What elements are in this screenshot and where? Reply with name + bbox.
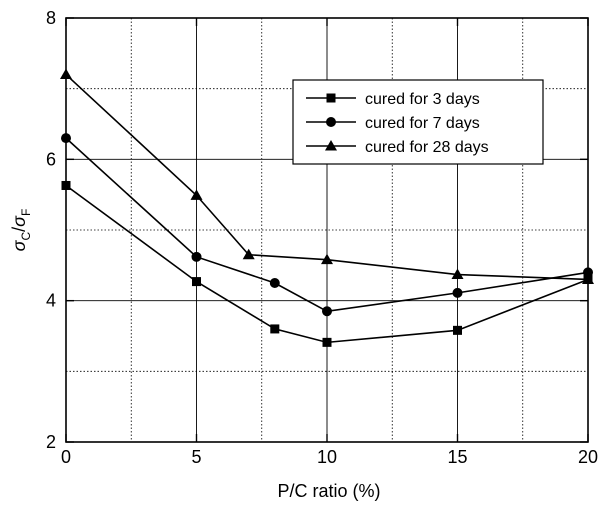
legend-label: cured for 28 days [365,139,489,156]
series-line [65,184,589,344]
y-tick-label: 8 [46,8,56,28]
x-tick-label: 10 [317,447,337,467]
x-axis-title: P/C ratio (%) [277,481,380,501]
data-point-circle [452,287,463,298]
series-line [65,73,589,281]
data-point-circle [326,117,336,127]
y-tick-label: 4 [46,291,56,311]
y-tick-label: 2 [46,432,56,452]
data-point-triangle [451,268,464,280]
data-point-circle [61,133,71,144]
legend-label: cured for 7 days [365,115,480,132]
y-axis-title-part: σ [9,215,29,227]
legend: cured for 3 days cured for 7 days cured fo… [292,79,544,165]
y-axis-title-subscript: F [19,209,33,216]
data-point-triangle [321,253,333,265]
y-tick-label: 6 [46,149,56,169]
data-point-triangle [60,68,72,80]
series-2 [61,133,593,317]
data-point-square [453,325,462,335]
data-point-square [322,337,332,347]
data-point-circle [269,278,280,288]
x-tick-label: 5 [191,447,201,467]
x-tick-label: 20 [578,447,598,467]
axis-titles: P/C ratio (%) σC​/σF​ [9,209,381,501]
data-point-square [270,324,280,334]
data-point-square [326,93,336,103]
data-point-circle [583,267,593,278]
data-point-triangle [582,273,594,284]
y-axis-title-part: / [9,227,29,232]
data-point-square [61,180,71,190]
legend-label: cured for 3 days [365,91,480,108]
series-3 [60,68,594,284]
data-point-triangle [242,248,255,260]
legend-item: cured for 28 days [306,139,489,156]
y-axis-title-subscript: C [19,232,33,241]
legend-item: cured for 7 days [306,115,480,132]
data-point-circle [191,251,202,262]
x-tick-label: 15 [447,447,467,467]
series-line [65,137,589,313]
x-tick-label: 0 [61,447,71,467]
data-point-square [192,277,201,287]
data-point-triangle [325,140,337,151]
legend-item: cured for 3 days [306,91,480,108]
data-point-circle [322,306,332,317]
y-axis-title: σC​/σF​ [9,209,33,252]
axis-ticks: 0 5 10 15 20 2 4 6 8 [46,8,598,467]
y-axis-title-part: σ [9,239,29,251]
data-point-triangle [190,189,203,200]
series-lines [60,68,594,347]
